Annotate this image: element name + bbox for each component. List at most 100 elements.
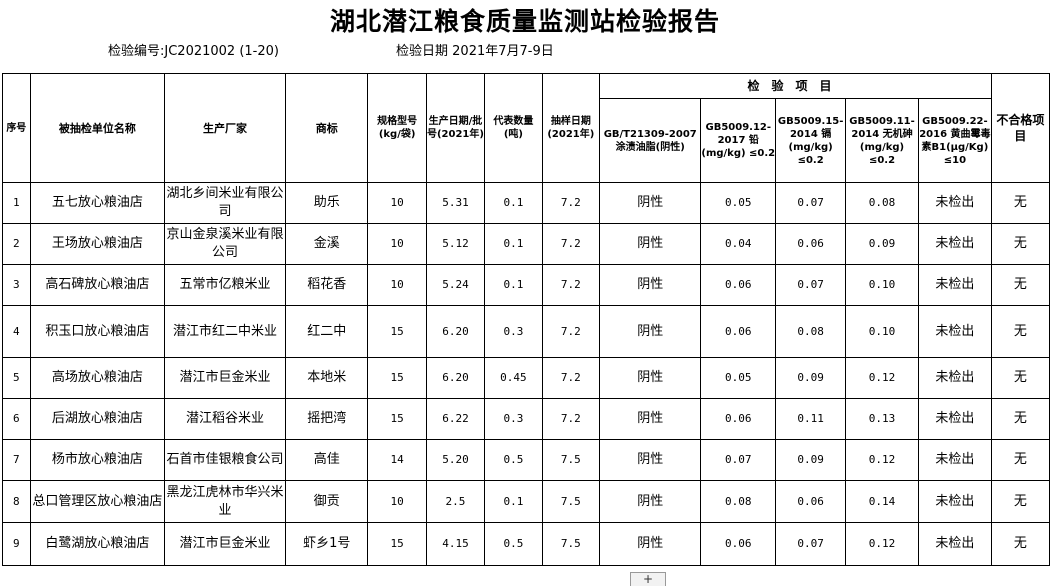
cell-as: 0.14 <box>845 480 919 523</box>
cell-maker: 湖北乡间米业有限公司 <box>164 182 286 224</box>
cell-seq: 7 <box>2 439 31 481</box>
cell-seq: 3 <box>2 264 31 306</box>
cell-prod-date: 6.20 <box>425 305 486 358</box>
cell-oil: 阴性 <box>599 264 702 306</box>
cell-prod-date: 6.20 <box>425 357 486 399</box>
table-row: 3 高石碑放心粮油店 五常市亿粮米业 稻花香 10 5.24 0.1 7.2 阴性 0.06 0.0… <box>2 264 1050 306</box>
header-sample-date: 抽样日期(2021年) <box>541 73 601 183</box>
cell-pb: 0.05 <box>700 182 777 224</box>
cell-as: 0.12 <box>845 522 919 566</box>
cell-afb1: 未检出 <box>917 480 992 523</box>
cell-fail: 无 <box>990 357 1050 399</box>
cell-fail: 无 <box>990 398 1050 440</box>
cell-qty: 0.1 <box>484 264 543 306</box>
cell-maker: 潜江市巨金米业 <box>164 522 286 566</box>
cell-fail: 无 <box>990 480 1050 523</box>
header-spec: 规格型号(kg/袋) <box>367 73 427 183</box>
cell-fail: 无 <box>990 264 1050 306</box>
cell-unit: 王场放心粮油店 <box>29 223 166 265</box>
cell-pb: 0.05 <box>700 357 777 399</box>
cell-prod-date: 5.24 <box>425 264 486 306</box>
report-title: 湖北潜江粮食质量监测站检验报告 <box>329 7 720 36</box>
cell-sample-date: 7.2 <box>541 357 601 399</box>
cell-oil: 阴性 <box>599 182 702 224</box>
cell-spec: 10 <box>367 264 427 306</box>
cell-brand: 高佳 <box>284 439 369 481</box>
add-sheet-button[interactable]: + <box>630 572 666 586</box>
report-number-label: 检验编号: <box>108 44 165 59</box>
cell-as: 0.12 <box>845 439 919 481</box>
report-table: 序号 被抽检单位名称 生产厂家 商标 规格型号(kg/袋) 生产日期/批号(20… <box>2 73 1050 566</box>
cell-sample-date: 7.2 <box>541 305 601 358</box>
cell-sample-date: 7.2 <box>541 264 601 306</box>
cell-cd: 0.06 <box>775 223 847 265</box>
cell-seq: 6 <box>2 398 31 440</box>
cell-seq: 2 <box>2 223 31 265</box>
cell-fail: 无 <box>990 305 1050 358</box>
cell-afb1: 未检出 <box>917 398 992 440</box>
cell-unit: 后湖放心粮油店 <box>29 398 166 440</box>
inspection-date-value: 2021年7月7-9日 <box>452 44 554 59</box>
inspection-date-label: 检验日期 <box>396 44 449 59</box>
header-qty: 代表数量(吨) <box>484 73 543 183</box>
table-row: 8 总口管理区放心粮油店 黑龙江虎林市华兴米业 御贡 10 2.5 0.1 7.5 阴性 0.08… <box>2 480 1050 523</box>
cell-afb1: 未检出 <box>917 522 992 566</box>
header-cd: GB5009.15-2014 镉(mg/kg) ≤0.2 <box>775 98 847 183</box>
cell-spec: 15 <box>367 305 427 358</box>
cell-cd: 0.08 <box>775 305 847 358</box>
cell-fail: 无 <box>990 223 1050 265</box>
header-prod-date: 生产日期/批号(2021年) <box>425 73 486 183</box>
cell-prod-date: 5.20 <box>425 439 486 481</box>
cell-pb: 0.04 <box>700 223 777 265</box>
table-row: 2 王场放心粮油店 京山金泉溪米业有限公司 金溪 10 5.12 0.1 7.2 阴性 0.04 0… <box>2 223 1050 265</box>
cell-brand: 红二中 <box>284 305 369 358</box>
cell-fail: 无 <box>990 439 1050 481</box>
cell-prod-date: 6.22 <box>425 398 486 440</box>
cell-sample-date: 7.5 <box>541 439 601 481</box>
cell-maker: 潜江市巨金米业 <box>164 357 286 399</box>
cell-cd: 0.06 <box>775 480 847 523</box>
cell-cd: 0.07 <box>775 522 847 566</box>
cell-unit: 积玉口放心粮油店 <box>29 305 166 358</box>
cell-afb1: 未检出 <box>917 305 992 358</box>
cell-qty: 0.5 <box>484 439 543 481</box>
cell-maker: 黑龙江虎林市华兴米业 <box>164 480 286 523</box>
cell-qty: 0.45 <box>484 357 543 399</box>
cell-seq: 1 <box>2 182 31 224</box>
header-maker: 生产厂家 <box>164 73 286 183</box>
cell-seq: 4 <box>2 305 31 358</box>
cell-afb1: 未检出 <box>917 439 992 481</box>
cell-brand: 御贡 <box>284 480 369 523</box>
cell-maker: 京山金泉溪米业有限公司 <box>164 223 286 265</box>
cell-brand: 本地米 <box>284 357 369 399</box>
cell-oil: 阴性 <box>599 357 702 399</box>
header-as: GB5009.11-2014 无机砷(mg/kg) ≤0.2 <box>845 98 919 183</box>
cell-maker: 石首市佳银粮食公司 <box>164 439 286 481</box>
cell-unit: 杨市放心粮油店 <box>29 439 166 481</box>
cell-maker: 潜江稻谷米业 <box>164 398 286 440</box>
cell-oil: 阴性 <box>599 522 702 566</box>
cell-cd: 0.11 <box>775 398 847 440</box>
cell-cd: 0.09 <box>775 439 847 481</box>
cell-cd: 0.09 <box>775 357 847 399</box>
cell-pb: 0.08 <box>700 480 777 523</box>
cell-sample-date: 7.2 <box>541 398 601 440</box>
cell-brand: 助乐 <box>284 182 369 224</box>
cell-pb: 0.06 <box>700 522 777 566</box>
header-pb: GB5009.12-2017 铅(mg/kg) ≤0.2 <box>700 98 777 183</box>
cell-prod-date: 5.12 <box>425 223 486 265</box>
cell-prod-date: 2.5 <box>425 480 486 523</box>
cell-as: 0.09 <box>845 223 919 265</box>
table-row: 5 高场放心粮油店 潜江市巨金米业 本地米 15 6.20 0.45 7.2 阴性 0.05 0.0… <box>2 357 1050 399</box>
header-oil: GB/T21309-2007 涂渍油脂(阴性) <box>599 98 702 183</box>
cell-as: 0.13 <box>845 398 919 440</box>
cell-oil: 阴性 <box>599 439 702 481</box>
cell-qty: 0.1 <box>484 480 543 523</box>
table-row: 6 后湖放心粮油店 潜江稻谷米业 摇把湾 15 6.22 0.3 7.2 阴性 0.06 0.11 0… <box>2 398 1050 440</box>
cell-spec: 15 <box>367 522 427 566</box>
cell-qty: 0.3 <box>484 305 543 358</box>
cell-pb: 0.07 <box>700 439 777 481</box>
cell-seq: 9 <box>2 522 31 566</box>
cell-sample-date: 7.5 <box>541 522 601 566</box>
cell-unit: 白鹭湖放心粮油店 <box>29 522 166 566</box>
